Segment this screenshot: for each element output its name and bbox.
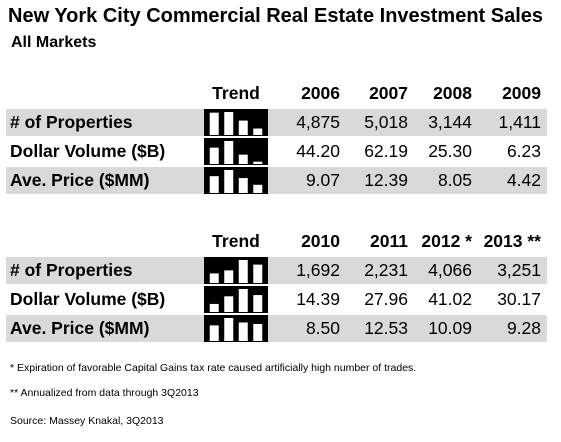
table-cell: 44.20 [296, 141, 340, 161]
trend-sparkline [204, 138, 268, 165]
table-cell: 41.02 [428, 289, 472, 309]
table-cell: 1,411 [498, 112, 542, 132]
trend-header: Trend [212, 83, 260, 103]
row-label: Ave. Price ($MM) [10, 170, 150, 190]
trend-sparkline [204, 286, 268, 313]
row-label: # of Properties [10, 260, 133, 280]
year-header: 2006 [301, 83, 340, 103]
trend-header: Trend [212, 231, 260, 251]
trend-bar [238, 178, 248, 193]
table-header: Trend 2010 2011 2012 * 2013 ** [6, 228, 547, 255]
table-row: Dollar Volume ($B) 14.39 27.96 41.02 30.… [6, 286, 547, 313]
trend-bar [224, 296, 234, 312]
table-cell: 4,066 [428, 260, 472, 280]
table-cell: 5,018 [364, 112, 408, 132]
table-cell: 25.30 [428, 141, 472, 161]
table-cell: 14.39 [296, 289, 340, 309]
table-cell: 30.17 [497, 289, 541, 309]
row-label: # of Properties [10, 112, 133, 132]
year-header: 2008 [433, 83, 472, 103]
trend-bar [253, 323, 263, 341]
trend-sparkline [204, 109, 268, 136]
table-cell: 9.28 [506, 318, 541, 338]
table-row: Ave. Price ($MM) 8.50 12.53 10.09 9.28 [6, 315, 547, 342]
year-header: 2013 ** [483, 231, 541, 251]
sales-table-2006-2009: Trend 2006 2007 2008 2009 # of Propertie… [6, 80, 547, 194]
footnote-annualized: ** Annualized from data through 3Q2013 [10, 387, 199, 399]
year-header: 2010 [301, 231, 340, 251]
table-cell: 3,251 [497, 260, 541, 280]
table-cell: 8.05 [437, 170, 472, 190]
table-cell: 12.39 [364, 170, 408, 190]
trend-bar [209, 176, 219, 193]
trend-sparkline [204, 257, 268, 284]
trend-bar [253, 295, 263, 312]
year-header: 2009 [502, 83, 541, 103]
trend-bar [224, 318, 234, 341]
table-cell: 12.53 [364, 318, 408, 338]
chart-title: New York City Commercial Real Estate Inv… [8, 5, 544, 27]
trend-sparkline [204, 167, 268, 194]
sales-table-2010-2013: Trend 2010 2011 2012 * 2013 ** # of Prop… [6, 228, 547, 342]
table-row: # of Properties 4,875 5,018 3,144 1,411 [6, 109, 547, 136]
trend-bar [209, 147, 219, 164]
trend-bar [238, 289, 248, 312]
table-header: Trend 2006 2007 2008 2009 [6, 80, 547, 107]
table-cell: 9.07 [305, 170, 340, 190]
trend-bar [238, 322, 248, 341]
trend-bar [253, 128, 263, 135]
row-label: Ave. Price ($MM) [10, 318, 150, 338]
trend-bar [238, 154, 248, 164]
year-header: 2011 [370, 231, 408, 251]
trend-bar [224, 170, 234, 193]
trend-bar [209, 325, 219, 341]
source-note: Source: Massey Knakal, 3Q2013 [10, 415, 164, 427]
table-cell: 2,231 [364, 260, 408, 280]
chart-subtitle: All Markets [11, 34, 97, 51]
trend-bar [224, 112, 234, 135]
trend-bar [253, 161, 263, 164]
footnote-capital-gains: * Expiration of favorable Capital Gains … [10, 362, 417, 374]
table-cell: 8.50 [305, 318, 340, 338]
table-cell: 4.42 [506, 170, 541, 190]
trend-bar [238, 120, 248, 135]
table-row: Ave. Price ($MM) 9.07 12.39 8.05 4.42 [6, 167, 547, 194]
trend-bar [209, 303, 219, 312]
trend-bar [209, 273, 219, 283]
trend-bar [224, 141, 234, 164]
trend-bar [224, 270, 234, 283]
row-label: Dollar Volume ($B) [10, 141, 166, 161]
trend-bar [209, 112, 219, 135]
table-cell: 62.19 [364, 141, 408, 161]
table-cell: 6.23 [506, 141, 541, 161]
year-header: 2012 * [421, 231, 472, 251]
table-cell: 1,692 [296, 260, 340, 280]
table-cell: 3,144 [428, 112, 472, 132]
table-cell: 4,875 [296, 112, 340, 132]
table-row: # of Properties 1,692 2,231 4,066 3,251 [6, 257, 547, 284]
trend-bar [253, 264, 263, 283]
trend-bar [238, 260, 248, 283]
trend-bar [253, 184, 263, 193]
trend-sparkline [204, 315, 268, 342]
row-label: Dollar Volume ($B) [10, 289, 166, 309]
table-cell: 27.96 [364, 289, 408, 309]
table-row: Dollar Volume ($B) 44.20 62.19 25.30 6.2… [6, 138, 547, 165]
year-header: 2007 [369, 83, 408, 103]
table-cell: 10.09 [428, 318, 472, 338]
